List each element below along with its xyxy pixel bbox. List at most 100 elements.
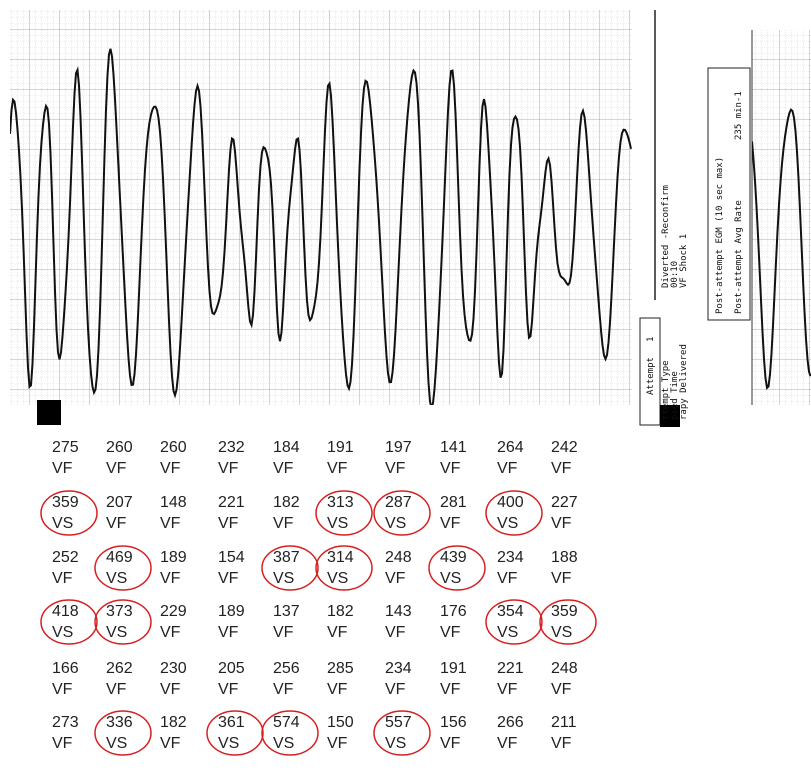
rhythm-label: VS bbox=[273, 735, 294, 752]
page: Attempt 1 ttempt Type psed Time rapy Del… bbox=[0, 0, 811, 770]
rhythm-label: VS bbox=[440, 570, 461, 587]
rhythm-label: VF bbox=[273, 681, 294, 698]
rhythm-label: VS bbox=[327, 515, 348, 532]
interval-value: 143 bbox=[385, 603, 412, 620]
rhythm-label: VF bbox=[160, 460, 181, 477]
interval-value: 211 bbox=[551, 714, 577, 731]
rhythm-label: VF bbox=[327, 735, 348, 752]
post-attempt-label: Post-attempt EGM (10 sec max) bbox=[715, 157, 725, 314]
rhythm-label: VS bbox=[106, 570, 127, 587]
interval-value: 260 bbox=[160, 439, 187, 456]
post-attempt-label: Post-attempt Avg Rate bbox=[734, 200, 744, 314]
rhythm-label: VF bbox=[160, 570, 181, 587]
rhythm-label: VF bbox=[218, 460, 239, 477]
rhythm-label: VF bbox=[327, 460, 348, 477]
interval-value: 191 bbox=[327, 439, 354, 456]
interval-value: 275 bbox=[52, 439, 79, 456]
rhythm-label: VS bbox=[52, 515, 73, 532]
rhythm-label: VF bbox=[106, 515, 127, 532]
rhythm-label: VF bbox=[440, 735, 461, 752]
interval-value: 313 bbox=[327, 494, 354, 511]
interval-value: 287 bbox=[385, 494, 412, 511]
interval-value: 182 bbox=[273, 494, 300, 511]
rhythm-label: VF bbox=[52, 570, 73, 587]
interval-value: 242 bbox=[551, 439, 578, 456]
marker bbox=[37, 400, 61, 425]
rhythm-label: VF bbox=[327, 624, 348, 641]
interval-value: 314 bbox=[327, 549, 354, 566]
rhythm-label: VS bbox=[385, 735, 406, 752]
rhythm-label: VF bbox=[385, 460, 406, 477]
interval-value: 400 bbox=[497, 494, 524, 511]
interval-value: 189 bbox=[218, 603, 245, 620]
rhythm-label: VF bbox=[385, 624, 406, 641]
interval-value: 205 bbox=[218, 660, 245, 677]
rhythm-label: VS bbox=[497, 624, 518, 641]
rhythm-label: VS bbox=[52, 624, 73, 641]
rhythm-label: VF bbox=[52, 460, 73, 477]
rhythm-label: VS bbox=[273, 570, 294, 587]
rhythm-label: VS bbox=[327, 570, 348, 587]
rhythm-label: VF bbox=[106, 460, 127, 477]
rhythm-label: VF bbox=[440, 460, 461, 477]
rhythm-label: VF bbox=[385, 570, 406, 587]
interval-value: 176 bbox=[440, 603, 467, 620]
interval-value: 189 bbox=[160, 549, 187, 566]
rhythm-label: VS bbox=[551, 624, 572, 641]
interval-value: 248 bbox=[385, 549, 412, 566]
interval-value: 574 bbox=[273, 714, 300, 731]
interval-value: 234 bbox=[497, 549, 524, 566]
interval-value: 469 bbox=[106, 549, 133, 566]
rhythm-label: VF bbox=[440, 515, 461, 532]
rhythm-label: VS bbox=[106, 735, 127, 752]
rhythm-label: VF bbox=[327, 681, 348, 698]
rhythm-label: VF bbox=[551, 570, 572, 587]
interval-value: 373 bbox=[106, 603, 133, 620]
interval-value: 197 bbox=[385, 439, 412, 456]
interval-value: 262 bbox=[106, 660, 133, 677]
interval-value: 207 bbox=[106, 494, 133, 511]
rhythm-label: VF bbox=[218, 570, 239, 587]
interval-value: 166 bbox=[52, 660, 79, 677]
post-attempt-rate: 235 min-1 bbox=[734, 91, 744, 140]
interval-value: 557 bbox=[385, 714, 412, 731]
field-value: VF Shock 1 bbox=[679, 234, 689, 288]
interval-value: 232 bbox=[218, 439, 245, 456]
rhythm-label: VS bbox=[385, 515, 406, 532]
interval-value: 230 bbox=[160, 660, 187, 677]
rhythm-label: VF bbox=[385, 681, 406, 698]
rhythm-label: VF bbox=[218, 681, 239, 698]
interval-value: 148 bbox=[160, 494, 187, 511]
rhythm-label: VF bbox=[106, 681, 127, 698]
rhythm-label: VF bbox=[497, 735, 518, 752]
interval-value: 182 bbox=[160, 714, 187, 731]
attempt-number: 1 bbox=[646, 337, 656, 342]
interval-value: 336 bbox=[106, 714, 133, 731]
interval-value: 439 bbox=[440, 549, 467, 566]
interval-value: 418 bbox=[52, 603, 79, 620]
interval-value: 256 bbox=[273, 660, 300, 677]
interval-value: 387 bbox=[273, 549, 300, 566]
field-label: rapy Delivered bbox=[679, 344, 689, 420]
rhythm-label: VF bbox=[440, 681, 461, 698]
rhythm-label: VF bbox=[218, 515, 239, 532]
rhythm-label: VF bbox=[160, 624, 181, 641]
rhythm-label: VF bbox=[551, 681, 572, 698]
interval-value: 150 bbox=[327, 714, 354, 731]
interval-value: 273 bbox=[52, 714, 79, 731]
interval-value: 248 bbox=[551, 660, 578, 677]
interval-value: 354 bbox=[497, 603, 524, 620]
attempt-label: Attempt bbox=[646, 357, 656, 395]
rhythm-label: VF bbox=[273, 624, 294, 641]
rhythm-label: VF bbox=[551, 735, 572, 752]
interval-value: 141 bbox=[440, 439, 467, 456]
interval-value: 182 bbox=[327, 603, 354, 620]
interval-value: 227 bbox=[551, 494, 578, 511]
interval-table: 275VF260VF260VF232VF184VF191VF197VF141VF… bbox=[41, 439, 596, 755]
rhythm-label: VS bbox=[106, 624, 127, 641]
rhythm-label: VF bbox=[273, 460, 294, 477]
interval-value: 266 bbox=[497, 714, 524, 731]
rhythm-label: VF bbox=[218, 624, 239, 641]
interval-value: 188 bbox=[551, 549, 578, 566]
rhythm-label: VF bbox=[52, 681, 73, 698]
